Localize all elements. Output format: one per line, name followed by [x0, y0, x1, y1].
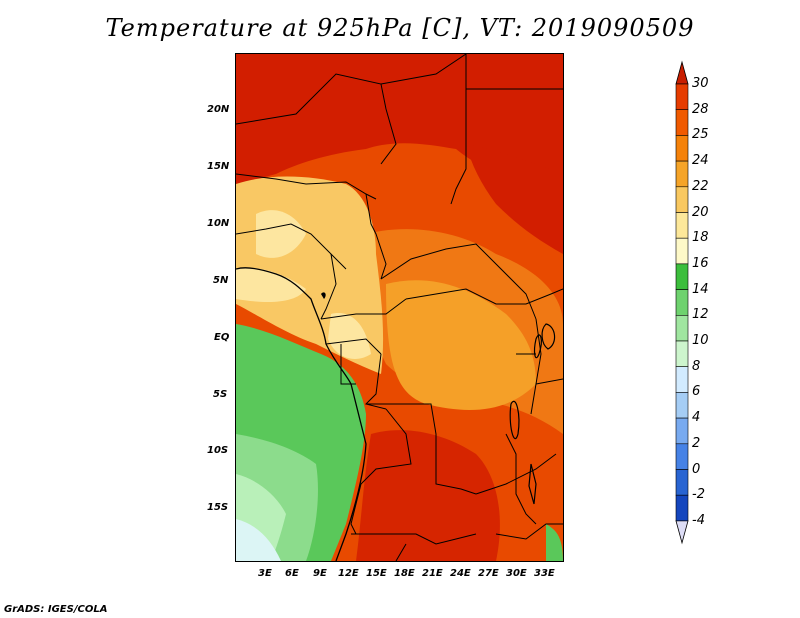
lon-label-12e: 12E — [338, 568, 359, 579]
colorbar-label: 14 — [692, 281, 709, 297]
colorbar-segment — [675, 289, 689, 316]
green-southeast-patch — [546, 524, 563, 561]
coastline — [235, 267, 367, 562]
light-orange-region — [386, 280, 536, 410]
lake-tanganyika-icon — [509, 400, 520, 440]
colorbar-segment — [675, 315, 689, 342]
lon-label-21e: 21E — [422, 568, 443, 579]
colorbar-segment — [675, 212, 689, 239]
colorbar-bottom-arrow — [675, 520, 689, 545]
colorbar — [674, 60, 734, 560]
map-svg — [235, 53, 564, 562]
ice-region — [236, 519, 281, 561]
colorbar-segment — [675, 186, 689, 213]
credit-text: GrADS: IGES/COLA — [4, 604, 108, 615]
colorbar-label: 28 — [692, 101, 709, 117]
colorbar-label: 22 — [692, 178, 709, 194]
colorbar-segment — [675, 237, 689, 265]
lake-malawi-icon — [528, 463, 537, 505]
lon-label-6e: 6E — [285, 568, 299, 579]
lon-label-3e: 3E — [258, 568, 272, 579]
colorbar-segment — [675, 469, 689, 496]
colorbar-label: 12 — [692, 307, 709, 323]
colorbar-label: 18 — [692, 230, 709, 246]
lake-victoria-icon — [541, 323, 556, 350]
colorbar-segment — [675, 366, 689, 393]
lat-label-10n: 10N — [207, 218, 230, 229]
hot-east-region — [466, 144, 563, 254]
lake-icon — [321, 292, 326, 299]
colorbar-svg — [675, 60, 689, 545]
colorbar-label: 24 — [692, 153, 709, 169]
colorbar-label: 6 — [692, 384, 701, 400]
colorbar-segment — [675, 160, 689, 188]
map-title: Temperature at 925hPa [C], VT: 201909050… — [105, 14, 695, 42]
colorbar-label: 30 — [692, 76, 709, 91]
colorbar-segment — [675, 392, 689, 419]
country-borders — [235, 53, 564, 562]
lat-label-5s: 5S — [213, 389, 228, 400]
temperature-map — [235, 53, 564, 562]
colorbar-label: 16 — [692, 255, 709, 271]
lat-label-5n: 5N — [213, 275, 229, 286]
lat-label-15n: 15N — [207, 161, 230, 172]
lon-label-15e: 15E — [366, 568, 387, 579]
colorbar-segment — [675, 417, 689, 445]
colorbar-segment — [675, 340, 689, 368]
pale-patch-west — [236, 267, 306, 302]
colorbar-label: 20 — [692, 204, 709, 220]
lat-label-15s: 15S — [207, 502, 229, 513]
colorbar-segment — [675, 83, 689, 111]
hot-south-region — [356, 430, 500, 561]
colorbar-segment — [675, 109, 689, 136]
colorbar-label: 0 — [692, 461, 701, 477]
lake-albert-icon — [533, 334, 542, 359]
colorbar-label: 8 — [692, 358, 701, 374]
lon-label-24e: 24E — [450, 568, 471, 579]
colorbar-label: 25 — [692, 127, 709, 143]
lon-label-18e: 18E — [394, 568, 415, 579]
pale-patch-central — [328, 313, 371, 359]
colorbar-label: -2 — [692, 487, 705, 503]
pale-patch-north — [256, 210, 306, 258]
colorbar-segment — [675, 494, 689, 522]
colorbar-label: -4 — [692, 512, 705, 528]
colorbar-label: 4 — [692, 410, 701, 426]
colorbar-label: 10 — [692, 333, 709, 348]
colorbar-label: 2 — [692, 435, 701, 451]
lon-label-9e: 9E — [313, 568, 327, 579]
lat-label-10s: 10S — [207, 445, 229, 456]
lat-label-20n: 20N — [207, 104, 230, 115]
colorbar-top-arrow — [675, 60, 689, 85]
lat-label-eq: EQ — [214, 332, 230, 343]
colorbar-segment — [675, 263, 689, 290]
colorbar-segment — [675, 135, 689, 162]
lon-label-33e: 33E — [534, 568, 555, 579]
colorbar-segment — [675, 443, 689, 470]
lon-label-27e: 27E — [478, 568, 499, 579]
lon-label-30e: 30E — [506, 568, 527, 579]
